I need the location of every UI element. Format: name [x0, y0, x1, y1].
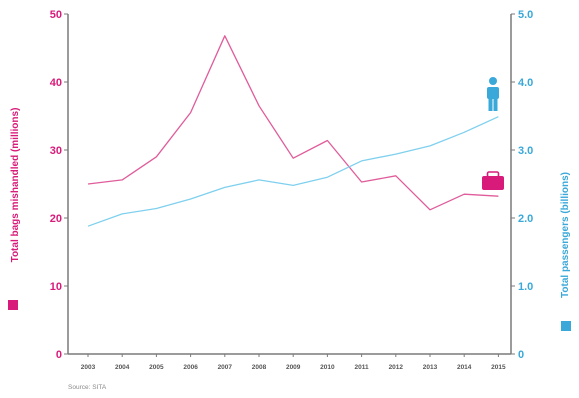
right-axis-ticks: 0 1.0 2.0 3.0 4.0 5.0 — [511, 9, 533, 361]
series-layer — [87, 35, 499, 227]
right-axis-legend-square — [561, 321, 571, 331]
passengers-line — [87, 116, 499, 227]
left-tick-label: 50 — [50, 9, 62, 21]
right-tick-label: 0 — [518, 349, 524, 361]
x-tick-label: 2014 — [457, 364, 472, 371]
left-tick-label: 0 — [56, 349, 62, 361]
x-tick-label: 2011 — [355, 364, 369, 371]
suitcase-icon — [482, 171, 504, 190]
right-tick-label: 4.0 — [518, 77, 533, 89]
x-tick-label: 2012 — [389, 364, 404, 371]
right-axis-title-group: Total passengers (billions) — [560, 172, 571, 298]
x-tick-label: 2004 — [115, 364, 130, 371]
left-axis-ticks: 0 10 20 30 40 50 — [50, 9, 68, 361]
right-tick-label: 1.0 — [518, 281, 533, 293]
x-tick-label: 2007 — [218, 364, 233, 371]
left-tick-label: 40 — [50, 77, 62, 89]
x-tick-label: 2006 — [183, 364, 198, 371]
x-tick-label: 2003 — [81, 364, 96, 371]
x-tick-label: 2008 — [252, 364, 267, 371]
right-axis-title: Total passengers (billions) — [560, 172, 571, 298]
left-tick-label: 10 — [50, 281, 62, 293]
x-tick-label: 2015 — [491, 364, 506, 371]
right-tick-label: 3.0 — [518, 145, 533, 157]
left-axis-title-group: Total bags mishandled (millions) — [10, 108, 21, 263]
left-axis-legend-square — [8, 300, 18, 310]
left-tick-label: 20 — [50, 213, 62, 225]
x-tick-label: 2010 — [320, 364, 335, 371]
right-tick-label: 2.0 — [518, 213, 533, 225]
source-note: Source: SITA — [68, 384, 107, 391]
x-tick-label: 2009 — [286, 364, 301, 371]
right-tick-label: 5.0 — [518, 9, 533, 21]
x-axis-ticks: 2003 2004 2005 2006 2007 2008 2009 2010 2011 2012… — [81, 354, 506, 371]
x-tick-label: 2013 — [423, 364, 438, 371]
left-axis-title: Total bags mishandled (millions) — [10, 108, 21, 263]
left-tick-label: 30 — [50, 145, 62, 157]
bags-mishandled-line — [87, 35, 499, 211]
x-tick-label: 2005 — [149, 364, 164, 371]
person-icon — [487, 77, 499, 111]
